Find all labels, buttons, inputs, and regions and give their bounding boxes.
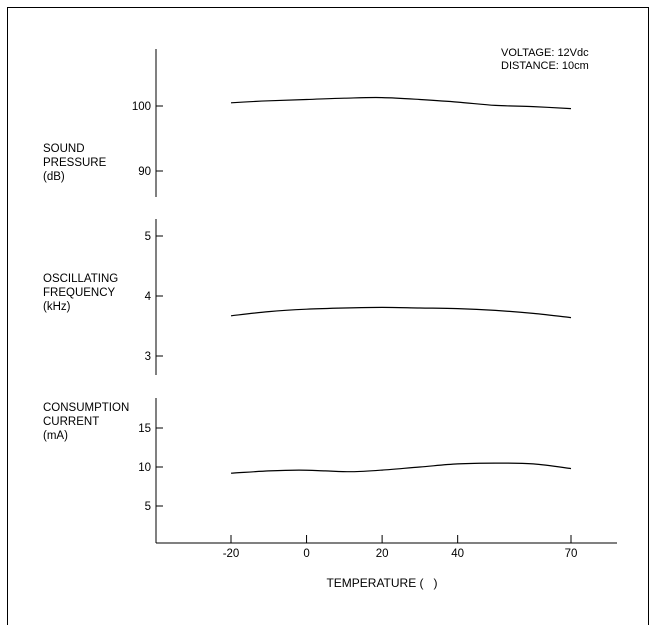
y-axis-label: OSCILLATING [43,273,118,285]
condition-text: VOLTAGE: 12Vdc [501,47,589,59]
y-tick-label: 3 [145,351,151,363]
panel-1: 100 90 SOUND PRESSURE (dB) [43,49,572,197]
y-tick-label: 90 [138,166,151,178]
y-tick-label: 4 [145,291,152,303]
y-axis-label: PRESSURE [43,157,107,169]
x-tick-label: 20 [376,548,389,560]
y-tick-label: 15 [138,423,151,435]
y-tick-label: 10 [138,462,151,474]
y-axis-label: CONSUMPTION [43,402,129,414]
y-tick-label: 5 [145,231,151,243]
chart-panels: 100 90 SOUND PRESSURE (dB) 5 4 3 OSCILLATING FREQ… [43,49,572,543]
y-tick-label: 100 [132,101,151,113]
y-axis-label: FREQUENCY [43,287,116,299]
series-line [230,96,572,110]
x-tick-label: 70 [565,548,578,560]
y-axis-label: CURRENT [43,416,99,428]
y-axis-label: (dB) [43,171,65,183]
y-axis-label: SOUND [43,143,85,155]
series-line [230,306,572,319]
y-axis-label: (kHz) [43,301,71,313]
y-axis-label: (mA) [43,430,68,442]
y-tick-label: 5 [145,501,151,513]
panel-3: 15 10 5 CONSUMPTION CURRENT (mA) [43,398,572,543]
x-axis-label: TEMPERATURE ( ) [326,576,437,590]
x-tick-label: 40 [451,548,464,560]
x-axis: -20 0 20 40 70 [156,535,617,560]
panel-2: 5 4 3 OSCILLATING FREQUENCY (kHz) [43,219,572,375]
condition-text: DISTANCE: 10cm [501,60,589,72]
x-tick-label: 0 [303,548,309,560]
x-tick-label: -20 [223,548,240,560]
chart-border [7,7,649,630]
series-line [230,462,572,474]
